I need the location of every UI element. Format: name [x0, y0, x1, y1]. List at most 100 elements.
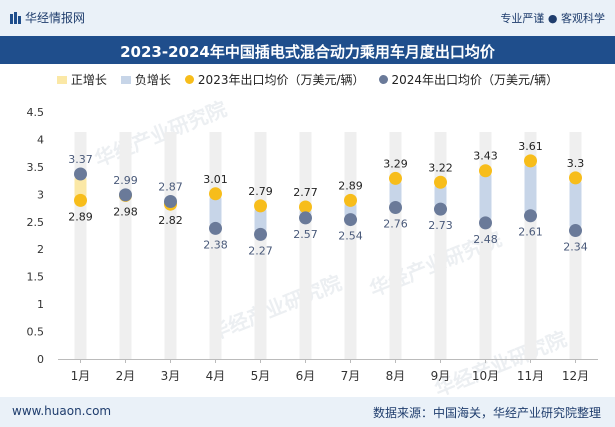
point-2024	[569, 224, 582, 238]
background-bar	[74, 132, 87, 359]
point-2024	[209, 221, 222, 235]
data-label-2024: 2.27	[248, 244, 273, 257]
legend-2024-label: 2024年出口均价（万美元/辆）	[391, 73, 559, 87]
background-bar	[254, 132, 267, 359]
data-source: 数据来源：中国海关，华经产业研究院整理	[372, 406, 601, 420]
data-label-2023: 2.89	[68, 210, 93, 223]
x-tick-label: 12月	[562, 369, 589, 383]
legend-negative-label: 负增长	[134, 73, 171, 87]
background-bar	[119, 132, 132, 359]
point-2023	[254, 199, 267, 213]
brand-logo-icon	[10, 11, 21, 24]
x-tick-label: 11月	[517, 369, 544, 383]
data-label-2023: 3.01	[203, 173, 228, 186]
brand-name: 华经情报网	[25, 11, 86, 25]
point-2023	[74, 193, 87, 207]
y-tick-label: 1	[37, 298, 44, 311]
brand: 华经情报网	[10, 9, 85, 26]
data-label-2023: 2.89	[338, 179, 363, 192]
range-bar	[479, 170, 492, 223]
point-2023	[389, 171, 402, 185]
legend-negative: 负增长	[120, 71, 171, 88]
data-label-2024: 2.99	[113, 174, 138, 187]
chart-title: 2023-2024年中国插电式混合动力乘用车月度出口均价	[120, 43, 495, 61]
range-bar	[74, 174, 87, 201]
data-label-2023: 3.22	[428, 161, 453, 174]
data-label-2024: 2.73	[428, 219, 453, 232]
range-bar	[569, 177, 582, 231]
data-label-2024: 3.37	[68, 153, 93, 166]
y-tick-label: 4.5	[27, 106, 45, 119]
point-2023	[479, 164, 492, 178]
website-link[interactable]: www.huaon.com	[12, 404, 112, 418]
background-bar	[164, 132, 177, 359]
x-tick-label: 3月	[161, 369, 181, 383]
point-2023	[569, 171, 582, 185]
point-2024	[119, 188, 132, 202]
point-2024	[434, 202, 447, 216]
point-2023	[524, 154, 537, 168]
data-label-2023: 3.29	[383, 157, 408, 170]
point-2024	[299, 211, 312, 225]
negative-swatch-icon	[120, 75, 131, 84]
data-label-2023: 3.61	[518, 140, 543, 153]
legend-positive-label: 正增长	[70, 73, 107, 87]
data-label-2024: 2.57	[293, 228, 318, 241]
data-label-2024: 2.38	[203, 238, 228, 251]
x-tick-label: 8月	[386, 369, 406, 383]
data-label-2023: 3.3	[567, 157, 585, 170]
data-label-2023: 3.43	[473, 150, 498, 163]
legend-2023-label: 2023年出口均价（万美元/辆）	[197, 73, 365, 87]
top-bar: 华经情报网 专业严谨 ● 客观科学	[0, 0, 615, 36]
range-bar	[434, 182, 447, 210]
y-tick-label: 0.5	[27, 326, 45, 339]
data-label-2024: 2.61	[518, 226, 543, 239]
point-2023	[299, 200, 312, 214]
point-2024	[389, 201, 402, 215]
point-2023	[344, 193, 357, 207]
point-2024	[74, 167, 87, 181]
data-label-2024: 2.34	[563, 241, 588, 254]
x-tick-label: 6月	[296, 369, 316, 383]
point-2024	[164, 194, 177, 208]
point-2024	[524, 209, 537, 223]
data-label-2024: 2.76	[383, 218, 408, 231]
legend-positive: 正增长	[56, 71, 107, 88]
y-tick-label: 0	[37, 353, 44, 366]
footer: www.huaon.com 数据来源：中国海关，华经产业研究院整理	[0, 397, 615, 427]
dot-2023-icon	[184, 75, 194, 84]
background-bar	[344, 132, 357, 359]
positive-swatch-icon	[56, 75, 67, 84]
title-bar: 2023-2024年中国插电式混合动力乘用车月度出口均价	[0, 36, 615, 64]
tagline: 专业严谨 ● 客观科学	[500, 12, 605, 25]
data-label-2023: 2.79	[248, 185, 273, 198]
point-2023	[209, 187, 222, 201]
point-2023	[434, 175, 447, 189]
data-label-2023: 2.77	[293, 186, 318, 199]
range-bar	[389, 178, 402, 208]
range-bar	[254, 205, 267, 235]
legend-2023: 2023年出口均价（万美元/辆）	[184, 71, 365, 88]
range-bar	[524, 160, 537, 216]
x-tick-label: 2月	[116, 369, 136, 383]
x-tick-label: 1月	[71, 369, 91, 383]
data-label-2024: 2.87	[158, 180, 183, 193]
dot-2024-icon	[378, 75, 388, 84]
x-tick-label: 5月	[251, 369, 271, 383]
y-tick-label: 2	[37, 243, 44, 256]
x-tick-label: 7月	[341, 369, 361, 383]
point-2024	[479, 216, 492, 230]
data-label-2024: 2.54	[338, 230, 363, 243]
x-tick-label: 9月	[431, 369, 451, 383]
range-bar	[209, 193, 222, 229]
y-tick-label: 3.5	[27, 161, 45, 174]
x-tick-label: 10月	[472, 369, 499, 383]
data-label-2023: 2.82	[158, 214, 183, 227]
background-bar	[299, 132, 312, 359]
data-label-2024: 2.48	[473, 233, 498, 246]
y-tick-label: 3	[37, 188, 44, 201]
y-tick-label: 1.5	[27, 271, 45, 284]
legend-2024: 2024年出口均价（万美元/辆）	[378, 71, 559, 88]
data-label-2023: 2.98	[113, 205, 138, 218]
